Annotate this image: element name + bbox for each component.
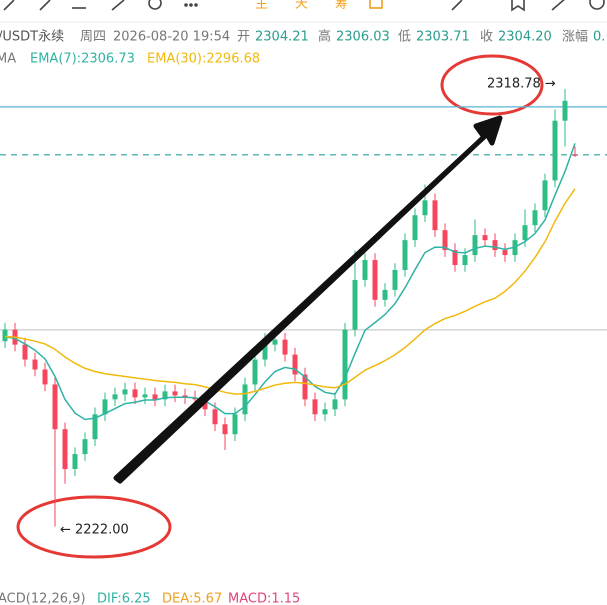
macd-name: ACD(12,26,9) [0,592,86,605]
candle-body [292,354,298,375]
candle-body [432,200,438,231]
toolbar-tab[interactable]: 天 [295,0,308,12]
field-value: 2306.03 [336,30,390,45]
candle-body [442,230,448,251]
candle-body [552,120,558,181]
candle-body [262,344,268,360]
candle-body [562,100,568,121]
macd-dif: DIF:6.25 [97,592,151,605]
toolbar-tab[interactable]: 主 [255,0,268,12]
candle-body [502,250,508,256]
weekday: 周四 [80,30,106,45]
candle-body [392,269,398,290]
candle-body [82,439,88,455]
candle-body [122,389,128,395]
candle-body [282,339,288,355]
candle-body [2,329,8,342]
candle-body [142,394,148,398]
candle-body [362,260,368,280]
candle-body [102,399,108,415]
candle-body [202,399,208,410]
candle-body [152,394,158,400]
candle-body [22,344,28,360]
field-value: 2304.21 [255,30,309,45]
candle-body [62,429,68,470]
candle-body [372,260,378,300]
toolbar-tab[interactable]: 筹 [335,0,348,12]
candle-body [422,200,428,216]
candle-body [52,384,58,430]
candle-body [132,389,138,398]
candle-body [352,279,358,330]
toolbar-icons-right[interactable] [369,0,605,12]
candle-body [182,395,188,398]
candle-body [482,235,488,241]
candle-body [302,374,308,400]
ema-line [4,143,576,421]
candle-body [222,424,228,435]
candle-body [92,414,98,440]
candle-body [42,369,48,385]
candle-body [332,399,338,410]
macd-value: MACD:1.15 [228,592,300,605]
annotation: 2318.78 → [487,77,556,92]
datetime: 2026-08-20 19:54 [113,30,230,45]
toolbar-icons [3,0,198,11]
highlight-circle [440,54,544,116]
field-label: 涨幅 [562,30,588,45]
candle-body [162,391,168,400]
candle-body [402,240,408,270]
candle-body [212,409,218,425]
legend-entry: EMA(30):2296.68 [147,52,260,67]
ema-line [4,188,576,395]
indicator-prefix: MA [0,52,16,67]
candle-body [32,359,38,370]
field-value: 2303.71 [416,30,470,45]
candle-body [312,399,318,415]
field-label: 高 [318,29,331,45]
candle-body [72,454,78,470]
candle-body [342,329,348,400]
symbol: /USDT永续 [0,30,64,45]
candle-body [572,154,578,156]
field-label: 低 [398,30,411,45]
candle-body [462,255,468,266]
candle-body [382,289,388,300]
candle-body [492,240,498,251]
candle-body [472,235,478,256]
candle-body [522,225,528,241]
macd-dea: DEA:5.67 [162,592,222,605]
candle-body [542,180,548,211]
candle-body [232,414,238,435]
candle-body [322,409,328,415]
candle-body [242,384,248,415]
field-label: 收 [480,30,493,45]
trend-arrow [113,115,503,484]
field-label: 开 [237,30,250,45]
candle-body [252,359,258,385]
annotation: ← 2222.00 [60,523,129,538]
highlight-circle [16,495,172,559]
legend-entry: EMA(7):2306.73 [30,52,135,67]
candle-body [172,391,178,396]
candle-body [112,394,118,400]
candle-body [532,210,538,226]
field-value: 2304.20 [498,30,552,45]
candle-body [412,215,418,241]
candle-body [272,339,278,345]
candle-body [452,250,458,266]
field-value: 0. [593,30,605,45]
